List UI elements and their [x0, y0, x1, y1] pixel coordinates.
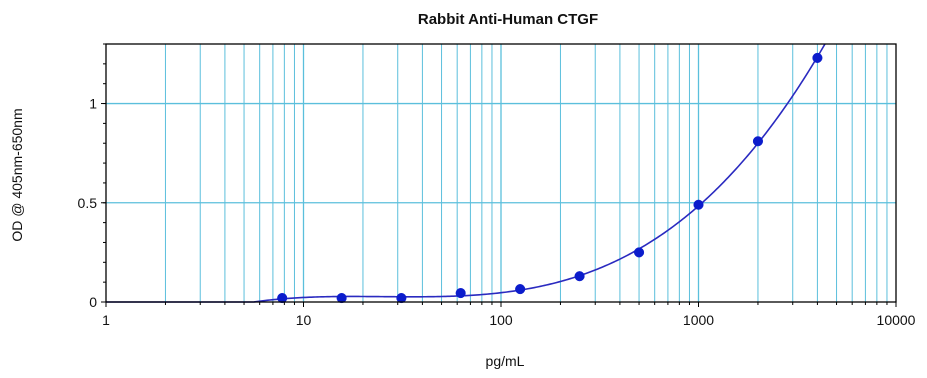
- y-axis-ticks: 00.51: [78, 43, 106, 310]
- data-point: [752, 136, 764, 147]
- x-axis-ticks: 1 10 100 1000 10000: [102, 302, 916, 328]
- y-tick-label: 1: [89, 96, 97, 112]
- data-point: [336, 292, 347, 304]
- grid-lines: [106, 44, 896, 302]
- data-point: [396, 292, 407, 304]
- x-tick-label: 10: [296, 312, 312, 328]
- data-points: [277, 52, 823, 304]
- x-tick-label: 1000: [683, 312, 714, 328]
- x-tick-label: 100: [489, 312, 513, 328]
- fit-curve-group: [106, 43, 826, 303]
- data-point: [574, 271, 585, 282]
- data-point: [515, 284, 526, 295]
- y-tick-label: 0: [89, 294, 97, 310]
- data-point: [277, 292, 288, 304]
- x-tick-label: 10000: [877, 312, 916, 328]
- data-point: [812, 52, 823, 63]
- x-tick-label: 1: [102, 312, 110, 328]
- y-tick-label: 0.5: [78, 195, 98, 211]
- data-point: [455, 288, 466, 299]
- data-point: [693, 199, 704, 210]
- y-axis-label: OD @ 405nm-650nm: [9, 108, 25, 241]
- x-axis-label: pg/mL: [486, 353, 525, 369]
- chart-title: Rabbit Anti-Human CTGF: [418, 11, 598, 28]
- fit-curve: [106, 43, 826, 303]
- data-point: [634, 247, 645, 258]
